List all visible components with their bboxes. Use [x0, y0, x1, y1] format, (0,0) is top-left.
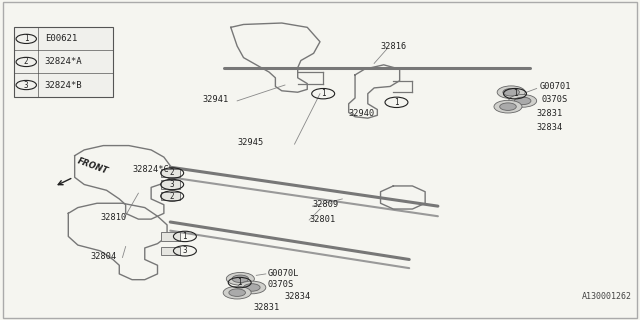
Text: 2: 2 [170, 192, 175, 201]
Circle shape [515, 97, 531, 105]
Circle shape [232, 275, 248, 283]
FancyBboxPatch shape [161, 180, 180, 189]
Text: 32816: 32816 [381, 42, 407, 51]
Text: 32831: 32831 [253, 303, 279, 312]
Text: A130001262: A130001262 [582, 292, 632, 301]
Circle shape [494, 100, 522, 113]
Text: 1: 1 [24, 34, 29, 44]
Text: 32824*B: 32824*B [45, 81, 83, 90]
Text: 1: 1 [237, 278, 242, 287]
Text: 32824*A: 32824*A [45, 58, 83, 67]
FancyBboxPatch shape [161, 246, 180, 255]
Text: 32801: 32801 [309, 215, 335, 224]
Text: 32945: 32945 [237, 138, 264, 147]
Text: 1: 1 [513, 89, 517, 98]
Text: 32941: 32941 [202, 95, 228, 104]
Text: 0370S: 0370S [541, 95, 568, 104]
FancyBboxPatch shape [14, 27, 113, 97]
Text: 32831: 32831 [537, 109, 563, 118]
Circle shape [229, 289, 246, 296]
Text: 2: 2 [170, 168, 175, 178]
Circle shape [497, 86, 525, 99]
FancyBboxPatch shape [161, 192, 180, 200]
Text: G00701: G00701 [540, 82, 572, 91]
Text: 2: 2 [24, 58, 29, 67]
Text: 1: 1 [394, 98, 399, 107]
Text: 3: 3 [24, 81, 29, 90]
Circle shape [244, 284, 260, 291]
Circle shape [509, 94, 537, 107]
Circle shape [223, 286, 251, 299]
Text: 32810: 32810 [100, 213, 127, 222]
Circle shape [238, 281, 266, 294]
Text: 32809: 32809 [312, 200, 339, 209]
Text: 32834: 32834 [285, 292, 311, 300]
Text: FRONT: FRONT [76, 156, 109, 176]
Circle shape [227, 272, 254, 285]
Text: 1: 1 [182, 232, 188, 241]
Circle shape [500, 103, 516, 110]
Text: 32940: 32940 [349, 109, 375, 118]
Text: 3: 3 [170, 180, 175, 189]
Text: G0070L: G0070L [268, 268, 300, 277]
Text: 0370S: 0370S [268, 280, 294, 289]
Text: E00621: E00621 [45, 34, 77, 44]
Text: 3: 3 [182, 246, 188, 255]
Text: 32834: 32834 [537, 123, 563, 132]
Text: 32804: 32804 [91, 252, 117, 261]
FancyBboxPatch shape [161, 169, 180, 177]
Text: 32824*C: 32824*C [132, 165, 169, 174]
Circle shape [503, 89, 520, 96]
FancyBboxPatch shape [161, 232, 180, 241]
Text: 1: 1 [321, 89, 326, 98]
